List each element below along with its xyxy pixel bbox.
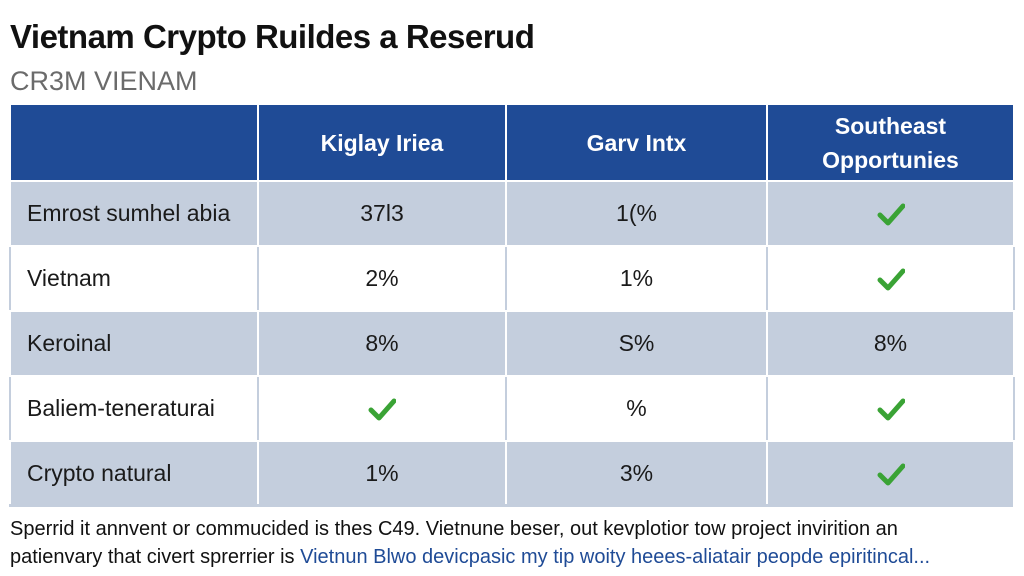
table-cell: 8% xyxy=(257,310,507,377)
column-header: Kiglay Iriea xyxy=(257,103,507,182)
table-cell: 1(% xyxy=(505,180,768,247)
table-bottom-border xyxy=(9,504,1013,507)
table-header-row: Kiglay Iriea Garv Intx Southeast Opportun… xyxy=(9,103,1015,182)
table-cell xyxy=(766,375,1015,442)
column-header: Garv Intx xyxy=(505,103,768,182)
table-cell: 8% xyxy=(766,310,1015,377)
table-row: Vietnam 2% 1% xyxy=(9,245,1015,312)
column-header xyxy=(9,103,259,182)
table-cell xyxy=(766,440,1015,507)
table-row: Crypto natural 1% 3% xyxy=(9,440,1015,507)
page-title: Vietnam Crypto Ruildes a Reserud xyxy=(10,18,535,55)
table-cell: 2% xyxy=(257,245,507,312)
table-cell: 37l3 xyxy=(257,180,507,247)
table-cell: S% xyxy=(505,310,768,377)
table-cell: 1% xyxy=(505,245,768,312)
table-row: Emrost sumhel abia 37l3 1(% xyxy=(9,180,1015,247)
row-label: Emrost sumhel abia xyxy=(9,180,259,247)
check-icon xyxy=(877,264,905,291)
footer-text: Sperrid it annvent or commucided is thes… xyxy=(10,515,1020,571)
footer-line-2-text: patienvary that civert sprerrier is xyxy=(10,546,301,568)
table-row: Keroinal 8% S% 8% xyxy=(9,310,1015,377)
table-cell xyxy=(766,180,1015,247)
table-cell xyxy=(257,375,507,442)
check-icon xyxy=(877,394,905,421)
table-cell: 1% xyxy=(257,440,507,507)
footer-line-2: patienvary that civert sprerrier is Viet… xyxy=(10,543,1020,571)
footer-link[interactable]: Vietnun Blwo devicpasic my tip woity hee… xyxy=(300,546,931,568)
check-icon xyxy=(877,459,905,486)
table-row: Baliem-teneraturai% xyxy=(9,375,1015,442)
comparison-table: Kiglay Iriea Garv Intx Southeast Opportun… xyxy=(9,103,1015,507)
column-header: Southeast Opportunies xyxy=(766,103,1015,182)
row-label: Baliem-teneraturai xyxy=(9,375,259,442)
footer-line-1: Sperrid it annvent or commucided is thes… xyxy=(10,518,898,540)
check-icon xyxy=(368,394,396,421)
table-cell: % xyxy=(505,375,768,442)
check-icon xyxy=(877,199,905,226)
row-label: Vietnam xyxy=(9,245,259,312)
row-label: Crypto natural xyxy=(9,440,259,507)
page-subtitle: CR3M VIENAM xyxy=(10,66,198,96)
table-cell xyxy=(766,245,1015,312)
row-label: Keroinal xyxy=(9,310,259,377)
table-cell: 3% xyxy=(505,440,768,507)
